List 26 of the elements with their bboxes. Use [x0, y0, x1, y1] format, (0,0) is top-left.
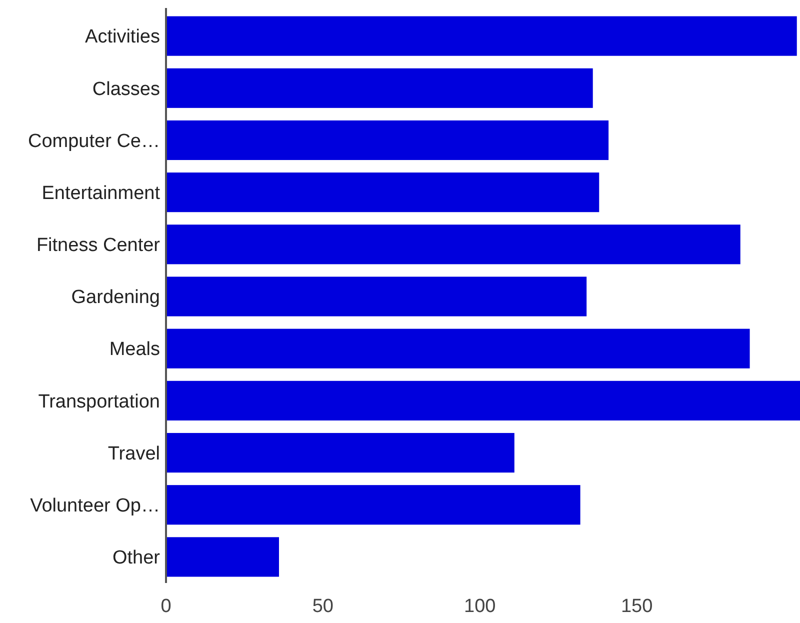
y-tick-label: Fitness Center	[36, 235, 161, 256]
bar	[166, 485, 580, 525]
bar	[166, 380, 800, 420]
y-tick-label: Transportation	[38, 391, 160, 412]
x-tick-label: 100	[464, 596, 496, 617]
x-tick-label: 0	[160, 596, 172, 617]
y-tick-label: Volunteer Op…	[30, 496, 160, 517]
bar	[166, 120, 609, 160]
y-tick-label: Classes	[92, 78, 160, 100]
bar	[166, 328, 750, 368]
bar	[166, 68, 593, 108]
bar	[166, 276, 587, 316]
x-tick-label: 150	[620, 596, 653, 617]
y-tick-label: Activities	[85, 26, 160, 48]
bar	[166, 537, 279, 577]
bar	[166, 172, 600, 212]
y-tick-label: Travel	[108, 443, 160, 464]
bar	[166, 16, 797, 56]
x-tick-label: 50	[312, 596, 334, 617]
y-tick-label: Entertainment	[42, 182, 161, 204]
y-tick-label: Meals	[109, 339, 160, 360]
y-tick-label: Other	[112, 548, 161, 569]
y-tick-label: Gardening	[71, 287, 160, 308]
bar	[166, 432, 514, 473]
bar	[166, 224, 740, 264]
y-tick-label: Computer Ce…	[28, 130, 160, 152]
